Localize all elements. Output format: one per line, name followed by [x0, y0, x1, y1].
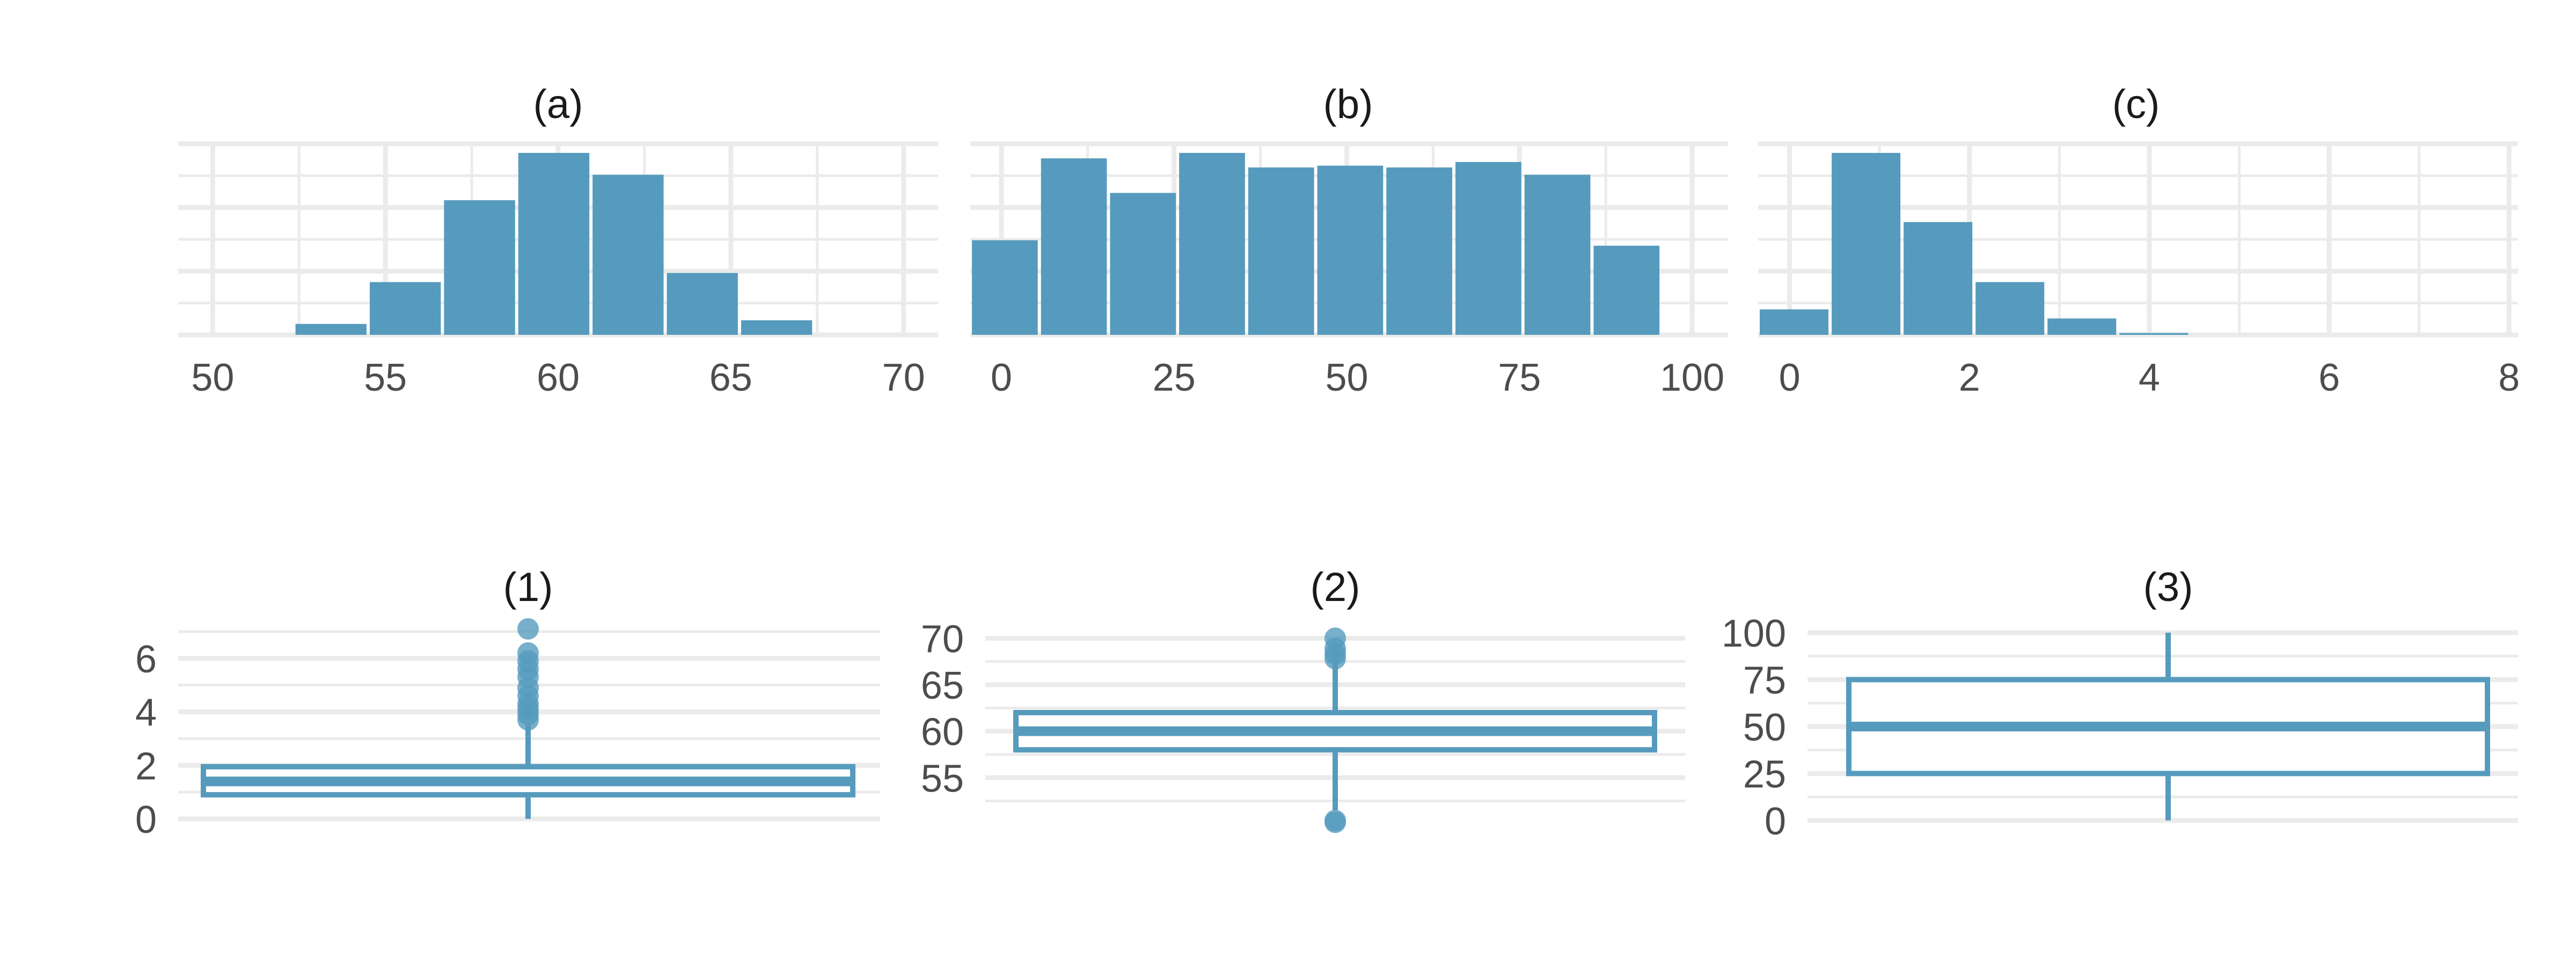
x-tick-label: 50 [191, 356, 234, 399]
histogram-bar [444, 200, 515, 335]
histogram-bar [1110, 193, 1176, 335]
x-tick-label: 60 [537, 356, 580, 399]
histogram-bar [741, 320, 813, 335]
histogram-bar [370, 282, 441, 335]
histogram-bar [1179, 152, 1245, 335]
x-tick-label: 8 [2498, 356, 2520, 399]
histogram-bar [1041, 158, 1107, 335]
y-tick-label: 100 [1722, 612, 1786, 655]
y-tick-label: 4 [135, 692, 157, 735]
x-tick-label: 50 [1325, 356, 1368, 399]
histogram-bar [518, 152, 590, 335]
x-tick-label: 70 [882, 356, 925, 399]
boxplot-3-title: (3) [2143, 565, 2193, 610]
x-tick-label: 65 [709, 356, 752, 399]
y-tick-label: 0 [1765, 800, 1786, 843]
y-tick-label: 0 [135, 798, 157, 841]
histogram-bar [592, 174, 664, 335]
histogram-a: (a) 50 55 60 65 70 [178, 82, 938, 399]
histogram-b: (b) 0 25 50 75 100 [970, 82, 1728, 399]
outlier-point [517, 618, 539, 640]
histogram-c-title: (c) [2112, 82, 2160, 127]
histogram-bar [2119, 333, 2189, 335]
boxplot-1: (1) 0 2 4 6 [135, 565, 880, 841]
histogram-bar [1386, 167, 1453, 335]
histogram-bar [295, 324, 367, 335]
histogram-b-title: (b) [1323, 82, 1373, 127]
y-tick-label: 25 [1743, 753, 1786, 796]
boxplot-2-title: (2) [1311, 565, 1360, 610]
x-tick-label: 100 [1660, 356, 1724, 399]
boxplot-1-title: (1) [503, 565, 553, 610]
x-tick-label: 55 [364, 356, 407, 399]
y-tick-label: 65 [921, 664, 964, 707]
x-tick-label: 4 [2139, 356, 2160, 399]
histogram-bar [1832, 152, 1901, 335]
outlier-point [1324, 810, 1346, 832]
histogram-bar [1593, 245, 1660, 335]
y-tick-label: 70 [921, 618, 964, 661]
histogram-bar [972, 240, 1038, 335]
y-tick-label: 60 [921, 711, 964, 754]
x-tick-label: 6 [2318, 356, 2340, 399]
x-tick-label: 0 [1779, 356, 1801, 399]
histogram-a-title: (a) [533, 82, 583, 127]
histogram-bar [1975, 282, 2045, 335]
histogram-bar [2047, 318, 2117, 335]
x-tick-label: 25 [1153, 356, 1196, 399]
y-tick-label: 6 [135, 638, 157, 681]
histogram-bar [1760, 309, 1829, 335]
y-tick-label: 50 [1743, 706, 1786, 749]
outlier-point [517, 642, 539, 664]
y-tick-label: 2 [135, 745, 157, 788]
histogram-bar [1317, 165, 1384, 335]
x-tick-label: 2 [1959, 356, 1980, 399]
histogram-c: (c) 0 2 4 6 8 [1758, 82, 2520, 399]
histogram-bar [1524, 174, 1591, 335]
y-tick-label: 75 [1743, 659, 1786, 702]
histogram-bar [1455, 162, 1521, 335]
y-tick-label: 55 [921, 757, 964, 800]
histogram-bar [1904, 222, 1973, 335]
histogram-bar [1248, 167, 1314, 335]
x-tick-label: 75 [1498, 356, 1541, 399]
histogram-bar [667, 273, 738, 335]
outlier-point [1324, 627, 1346, 649]
x-tick-label: 0 [991, 356, 1012, 399]
